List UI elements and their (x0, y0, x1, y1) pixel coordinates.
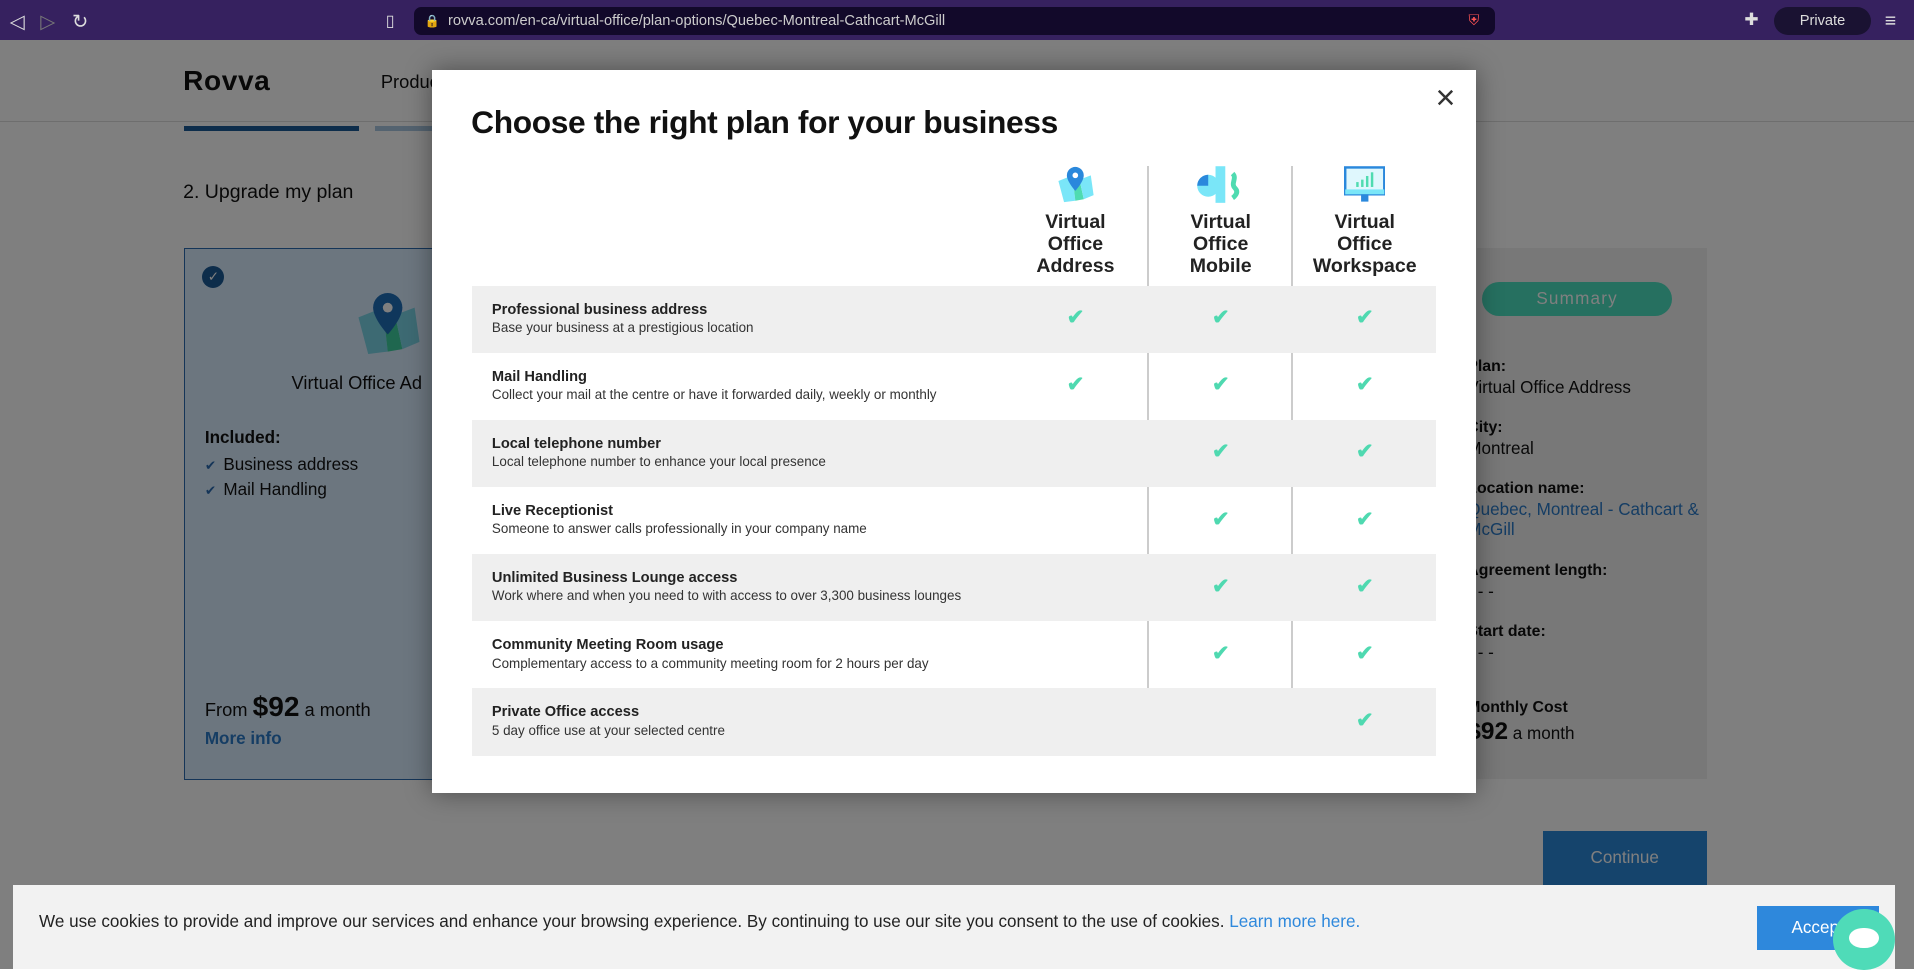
plan-name-line: Address (1036, 255, 1115, 278)
check-icon: ✔ (1211, 507, 1230, 531)
check-icon: ✔ (1356, 507, 1374, 531)
feature-description: Base your business at a prestigious loca… (491, 319, 754, 335)
check-icon: ✔ (1066, 373, 1085, 397)
plan-name-line: Office (1047, 233, 1104, 256)
check-icon: ✔ (1356, 641, 1374, 665)
mobile-icon (1197, 166, 1240, 203)
feature-description: Complementary access to a community meet… (491, 655, 929, 671)
plan-comparison-modal: × Choose the right plan for your busines… (432, 69, 1476, 794)
browser-toolbar: ◁ ▷ ↻ ▯ 🔒 rovva.com/en-ca/virtual-office… (0, 0, 1914, 41)
feature-title: Mail Handling (491, 368, 587, 385)
feature-row: Local telephone number Local telephone n… (472, 419, 1436, 488)
plan-name-line: Virtual (1045, 211, 1106, 234)
feature-title: Live Receptionist (491, 502, 614, 519)
address-bar[interactable]: 🔒 rovva.com/en-ca/virtual-office/plan-op… (413, 7, 1496, 36)
cookie-message: We use cookies to provide and improve ou… (39, 911, 1225, 931)
map-pin-icon (1058, 166, 1094, 202)
feature-description: Work where and when you need to with acc… (491, 588, 962, 604)
cookie-text: We use cookies to provide and improve ou… (39, 912, 1360, 932)
plan-name-line: Workspace (1312, 255, 1417, 278)
private-label: Private (1799, 13, 1846, 30)
learn-more-link[interactable]: Learn more here. (1229, 911, 1361, 931)
feature-description: Collect your mail at the centre or have … (491, 386, 937, 402)
private-badge: Private (1773, 7, 1872, 36)
bookmark-icon[interactable]: ▯ (385, 12, 395, 30)
check-icon: ✔ (1211, 574, 1230, 598)
plan-name-line: Office (1337, 233, 1393, 256)
url-text: rovva.com/en-ca/virtual-office/plan-opti… (447, 13, 946, 30)
feature-row: Community Meeting Room usage Complementa… (472, 621, 1435, 688)
chat-button[interactable] (1833, 909, 1895, 970)
check-icon: ✔ (1066, 306, 1085, 330)
feature-title: Unlimited Business Lounge access (491, 570, 738, 587)
close-icon[interactable]: × (1435, 79, 1456, 118)
plan-name-line: Virtual (1190, 211, 1251, 234)
feature-title: Private Office access (491, 704, 640, 721)
feature-title: Community Meeting Room usage (491, 637, 724, 654)
brave-shield-icon[interactable]: ⛨ (1468, 13, 1480, 30)
feature-row: Live Receptionist Someone to answer call… (472, 487, 1435, 554)
menu-icon[interactable]: ≡ (1884, 9, 1897, 32)
feature-description: Someone to answer calls professionally i… (491, 521, 867, 537)
plan-column-workspace: Virtual Office Workspace (1293, 165, 1437, 278)
feature-row: Unlimited Business Lounge access Work wh… (472, 554, 1436, 622)
cookie-banner: We use cookies to provide and improve ou… (13, 885, 1895, 970)
feature-row: Private Office access 5 day office use a… (472, 688, 1436, 756)
feature-row: Professional business address Base your … (472, 285, 1436, 353)
reload-icon[interactable]: ↻ (72, 10, 89, 33)
check-icon: ✔ (1356, 373, 1374, 397)
feature-description: Local telephone number to enhance your l… (491, 454, 826, 470)
feature-title: Professional business address (491, 301, 708, 318)
plan-column-mobile: Virtual Office Mobile (1149, 165, 1293, 278)
plan-name-line: Mobile (1189, 255, 1252, 278)
check-icon: ✔ (1356, 306, 1374, 330)
forward-icon[interactable]: ▷ (40, 10, 56, 33)
plan-column-address: Virtual Office Address (1003, 165, 1147, 278)
check-icon: ✔ (1211, 306, 1230, 330)
lock-icon: 🔒 (424, 14, 440, 29)
check-icon: ✔ (1211, 641, 1230, 665)
back-icon[interactable]: ◁ (9, 10, 25, 33)
monitor-icon (1343, 165, 1386, 202)
check-icon: ✔ (1356, 709, 1374, 732)
extensions-icon[interactable]: ✚ (1744, 9, 1759, 29)
feature-row: Mail Handling Collect your mail at the c… (472, 353, 1435, 420)
check-icon: ✔ (1211, 373, 1230, 397)
modal-title: Choose the right plan for your business (471, 103, 1058, 140)
check-icon: ✔ (1356, 440, 1374, 464)
chat-bubble-icon (1849, 927, 1879, 949)
feature-title: Local telephone number (491, 435, 661, 452)
check-icon: ✔ (1356, 574, 1374, 598)
plan-name-line: Virtual (1334, 211, 1395, 234)
plan-name-line: Office (1193, 233, 1249, 256)
feature-description: 5 day office use at your selected centre (491, 722, 725, 738)
check-icon: ✔ (1211, 440, 1230, 464)
